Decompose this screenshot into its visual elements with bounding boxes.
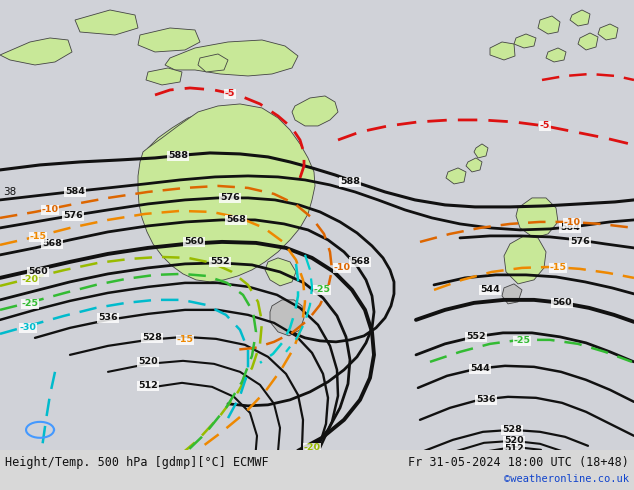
Text: 512: 512 — [138, 381, 158, 391]
Polygon shape — [474, 144, 488, 158]
Polygon shape — [138, 28, 200, 52]
Text: 536: 536 — [98, 314, 118, 322]
Text: 560: 560 — [552, 298, 572, 307]
Text: 584: 584 — [560, 223, 580, 232]
Polygon shape — [165, 40, 298, 76]
Text: Height/Temp. 500 hPa [gdmp][°C] ECMWF: Height/Temp. 500 hPa [gdmp][°C] ECMWF — [5, 456, 269, 469]
Text: -30: -30 — [20, 323, 36, 332]
Text: ©weatheronline.co.uk: ©weatheronline.co.uk — [504, 474, 629, 484]
Text: -5: -5 — [225, 90, 235, 98]
Text: -10: -10 — [41, 205, 58, 215]
Text: Fr 31-05-2024 18:00 UTC (18+48): Fr 31-05-2024 18:00 UTC (18+48) — [408, 456, 629, 469]
Polygon shape — [490, 42, 515, 60]
Text: -15: -15 — [30, 232, 46, 242]
Polygon shape — [446, 168, 466, 184]
Polygon shape — [218, 110, 278, 158]
Text: 38: 38 — [3, 187, 16, 197]
Polygon shape — [292, 96, 338, 126]
Polygon shape — [138, 104, 315, 282]
Text: 560: 560 — [184, 237, 204, 246]
Text: 520: 520 — [138, 357, 158, 367]
Text: 528: 528 — [502, 425, 522, 434]
Text: -10: -10 — [333, 264, 351, 272]
Text: 560: 560 — [28, 268, 48, 276]
Text: 576: 576 — [570, 237, 590, 246]
Text: 544: 544 — [480, 285, 500, 294]
Text: 520: 520 — [504, 436, 524, 445]
Text: 544: 544 — [470, 365, 490, 373]
Text: 536: 536 — [476, 395, 496, 404]
Polygon shape — [546, 48, 566, 62]
Polygon shape — [75, 10, 138, 35]
Text: -20: -20 — [22, 275, 39, 284]
Text: 552: 552 — [466, 332, 486, 342]
Polygon shape — [270, 300, 304, 336]
Polygon shape — [598, 24, 618, 40]
Polygon shape — [502, 284, 522, 304]
Polygon shape — [516, 198, 558, 238]
Text: -5: -5 — [540, 122, 550, 130]
Polygon shape — [198, 54, 228, 72]
Polygon shape — [514, 34, 536, 48]
Text: -20: -20 — [304, 443, 321, 452]
Polygon shape — [504, 236, 546, 284]
Text: -25: -25 — [313, 285, 330, 294]
Polygon shape — [148, 110, 312, 252]
Text: 568: 568 — [42, 240, 62, 248]
Polygon shape — [265, 258, 296, 286]
Text: -10: -10 — [564, 219, 581, 227]
Text: -15: -15 — [550, 264, 567, 272]
Text: 528: 528 — [142, 333, 162, 343]
Polygon shape — [466, 158, 482, 172]
Text: 552: 552 — [210, 257, 230, 267]
Text: -25: -25 — [22, 299, 39, 308]
Text: 512: 512 — [504, 444, 524, 453]
Text: -15: -15 — [176, 335, 193, 344]
Text: -25: -25 — [514, 336, 531, 345]
Polygon shape — [570, 10, 590, 26]
Polygon shape — [0, 38, 72, 65]
Text: 588: 588 — [168, 151, 188, 160]
Text: 576: 576 — [63, 211, 83, 220]
Text: 584: 584 — [65, 187, 85, 196]
Text: 568: 568 — [226, 216, 246, 224]
Polygon shape — [146, 68, 182, 85]
Text: 588: 588 — [340, 177, 360, 186]
Polygon shape — [538, 16, 560, 34]
Polygon shape — [578, 33, 598, 50]
Text: 576: 576 — [220, 194, 240, 202]
Text: 568: 568 — [350, 257, 370, 267]
